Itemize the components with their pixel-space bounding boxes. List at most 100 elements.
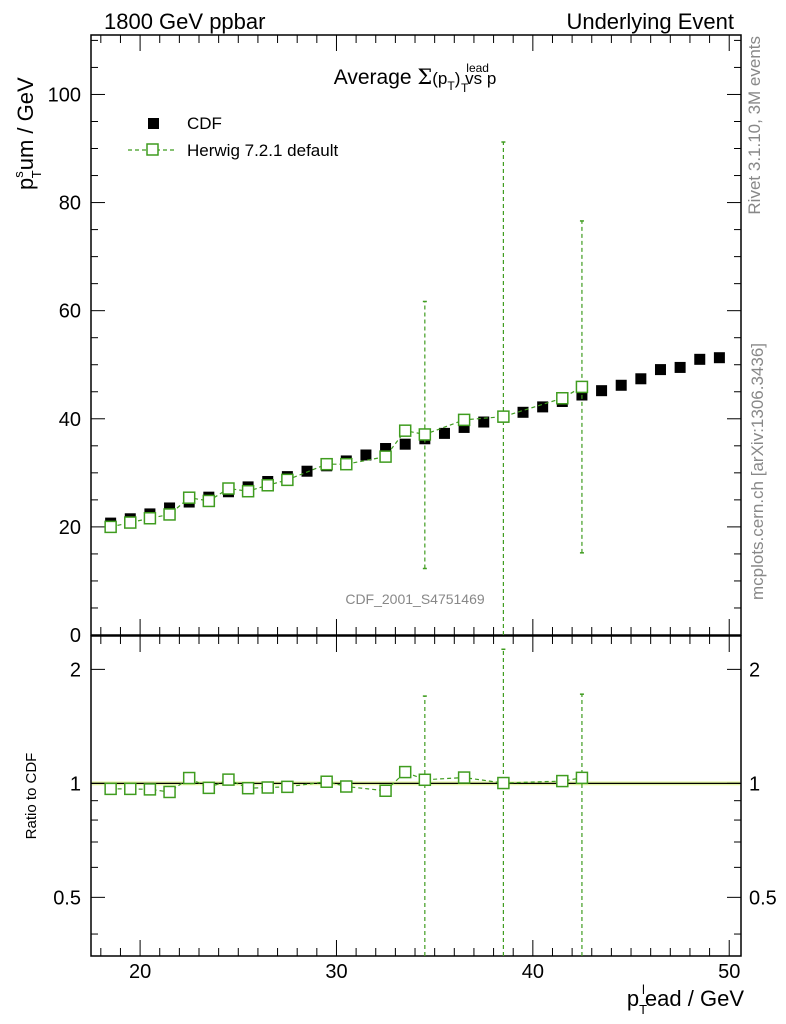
cdf-data-point — [596, 385, 608, 397]
ratio-x-tick-label: 30 — [325, 961, 347, 983]
legend-label-herwig: Herwig 7.2.1 default — [187, 141, 338, 160]
ratio-data-point — [379, 784, 392, 798]
main-y-tick-label: 80 — [59, 193, 81, 215]
cdf-data-point — [674, 361, 686, 373]
main-y-tick-label: 20 — [59, 517, 81, 539]
watermark: CDF_2001_S4751469 — [345, 591, 485, 607]
ratio-data-point — [320, 775, 333, 788]
ylabel-sup: s — [11, 171, 26, 178]
cdf-data-point — [438, 427, 450, 439]
rivet-label: Rivet 3.1.10, 3M events — [745, 36, 764, 215]
ratio-data-point — [241, 781, 255, 795]
ratio-data-point — [124, 782, 137, 796]
ratio-data-point — [163, 785, 176, 799]
xlabel-main: p — [627, 986, 639, 1011]
ratio-data-point — [143, 783, 157, 796]
cdf-data-point — [458, 421, 470, 433]
cdf-data-point — [360, 449, 372, 461]
cdf-data-point — [380, 443, 392, 455]
cdf-data-point — [654, 364, 666, 376]
ratio-data-point — [182, 771, 196, 785]
title-sigma: Σ — [417, 65, 432, 89]
plot-title: Average Σ(pT) vs plead T — [334, 61, 497, 95]
herwig-data-point — [124, 516, 137, 529]
ratio-data-point — [340, 780, 353, 793]
cdf-data-point — [694, 353, 706, 365]
ratio-y-tick-label: 2 — [70, 659, 81, 681]
herwig-data-point — [575, 380, 589, 394]
main-plot-frame — [90, 34, 742, 636]
main-y-tick-label: 0 — [70, 625, 81, 647]
herwig-data-point — [261, 479, 274, 492]
main-y-tick-label: 100 — [48, 84, 81, 106]
title-prefix: Average — [334, 66, 418, 89]
herwig-data-point — [182, 491, 196, 504]
herwig-data-point — [457, 413, 471, 427]
legend: CDF Herwig 7.2.1 default — [128, 114, 338, 160]
cdf-data-point — [713, 352, 725, 364]
header-right: Underlying Event — [566, 9, 734, 34]
main-plot-panel: CDF_2001_S4751469 Average Σ(pT) vs plead… — [11, 34, 742, 647]
cdf-data-point — [399, 438, 411, 450]
ratio-y-tick-label-right: 2 — [749, 659, 760, 681]
ratio-x-tick-label: 20 — [129, 961, 151, 983]
cdf-data-point — [635, 373, 647, 385]
legend-item-cdf: CDF — [148, 114, 222, 133]
cdf-data-point — [478, 416, 490, 428]
main-y-axis-label: ps Tum / GeV — [11, 77, 44, 190]
legend-marker-cdf — [148, 118, 159, 129]
ratio-y-tick-label-right: 0.5 — [749, 887, 777, 909]
ylabel-rest: um / GeV — [13, 77, 38, 170]
legend-item-herwig: Herwig 7.2.1 default — [128, 141, 338, 160]
herwig-data-point — [379, 450, 392, 463]
herwig-data-point — [556, 391, 569, 405]
ratio-data-point — [418, 773, 432, 787]
title-sub2: T — [461, 81, 469, 95]
header-left: 1800 GeV ppbar — [104, 9, 265, 34]
legend-label-cdf: CDF — [187, 114, 222, 133]
herwig-data-point — [104, 520, 117, 534]
herwig-data-point — [241, 484, 255, 498]
ratio-plot-frame — [90, 635, 742, 957]
herwig-data-point — [222, 482, 235, 495]
ratio-data-point — [104, 782, 117, 796]
cdf-data-point — [615, 379, 627, 391]
ylabel-main: p — [13, 178, 38, 190]
xlabel-sup: l — [642, 982, 645, 997]
ratio-data-point — [556, 774, 569, 788]
herwig-data-point — [281, 473, 294, 487]
title-sup2: lead — [466, 61, 489, 75]
ratio-y-tick-label: 0.5 — [53, 887, 81, 909]
cdf-data-point — [164, 502, 176, 514]
ratio-y-axis-label: Ratio to CDF — [23, 753, 40, 840]
title-open: (p — [432, 69, 447, 88]
x-axis-label: pTlead / GeV — [627, 982, 744, 1017]
ratio-data-point — [281, 780, 294, 794]
herwig-data-point — [143, 511, 157, 525]
ratio-y-tick-label: 1 — [70, 773, 81, 795]
ratio-data-point — [261, 781, 274, 794]
ratio-plot-panel: Ratio to CDF 0.5 0.5 1 1 2 2 20 30 40 50 pTlead … — [23, 635, 777, 1017]
ratio-data-point — [457, 771, 471, 784]
herwig-data-point — [398, 424, 412, 437]
ylabel-sub: T — [29, 170, 44, 178]
ratio-data-point — [497, 776, 510, 790]
title-close: ) vs p — [455, 69, 497, 88]
cdf-data-point — [301, 465, 313, 477]
title-sub1: T — [447, 79, 455, 93]
legend-marker-herwig — [146, 143, 159, 156]
ratio-x-tick-label: 50 — [718, 961, 740, 983]
main-y-tick-label: 60 — [59, 301, 81, 323]
cdf-data-point — [517, 406, 529, 418]
herwig-data-point — [202, 494, 216, 508]
herwig-data-point — [497, 410, 510, 423]
ratio-data-point — [575, 771, 589, 785]
main-y-tick-label: 40 — [59, 409, 81, 431]
cdf-data-point — [537, 401, 549, 413]
mcplots-label: mcplots.cern.ch [arXiv:1306.3436] — [748, 343, 767, 600]
herwig-data-point — [340, 457, 353, 471]
ratio-x-tick-label: 40 — [522, 961, 544, 983]
xlabel-sub: T — [639, 1002, 647, 1017]
ratio-data-point — [398, 765, 412, 779]
